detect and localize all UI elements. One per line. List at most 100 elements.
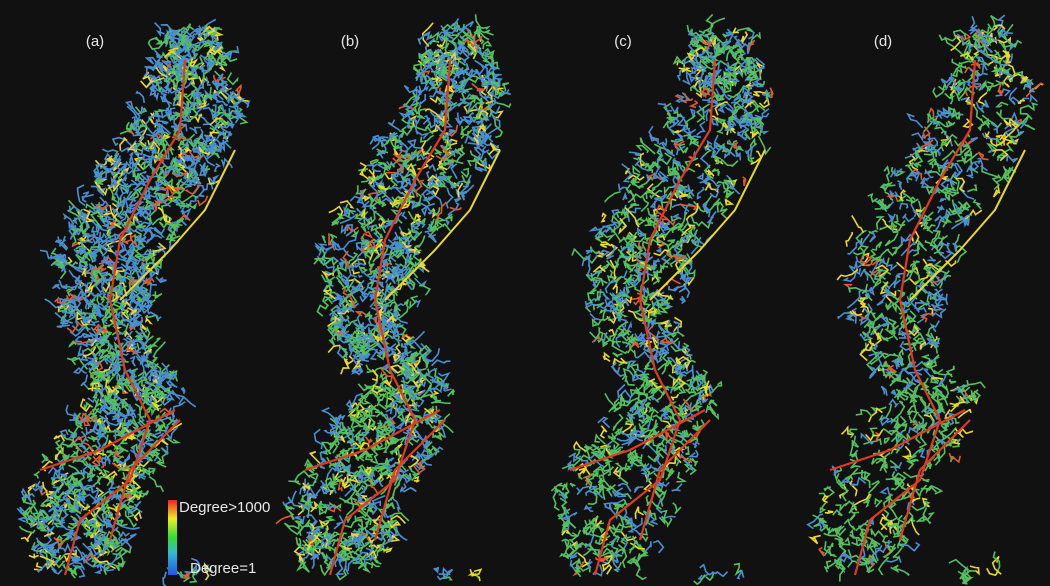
road [378,217,386,230]
road [109,263,123,275]
road [378,401,393,410]
road [383,171,394,180]
road [359,411,368,428]
road [649,237,663,246]
road [940,139,949,146]
road [149,140,161,154]
road [821,495,829,504]
road [618,217,628,235]
road [920,312,933,323]
road [177,67,186,80]
road [150,186,160,196]
road [955,244,968,263]
road [677,355,691,370]
road [905,161,919,168]
road [40,498,49,508]
road [603,300,614,310]
road [417,93,427,107]
road [910,371,923,385]
road [135,90,146,103]
road [425,126,434,135]
road [128,307,146,322]
road [652,539,665,554]
road [320,407,342,426]
road [31,537,41,551]
road [431,77,441,82]
road [838,552,852,561]
road [132,446,144,463]
road [664,428,672,440]
road [697,393,705,406]
road [918,448,926,459]
road [433,50,440,58]
road [346,496,355,516]
road [432,383,446,392]
road [612,357,629,365]
road [561,538,570,555]
road [149,148,158,157]
road [66,479,83,495]
road [384,221,394,229]
road [153,78,163,93]
road [383,160,395,171]
main-road [593,59,717,576]
road [99,326,108,335]
road [78,483,96,491]
road [456,112,464,127]
road [336,414,346,422]
road [406,387,414,400]
road [155,118,163,132]
road [77,345,84,357]
road [998,27,1013,39]
road [155,120,169,125]
road [328,233,338,245]
road [190,557,202,576]
road [437,372,451,386]
road [995,109,1009,120]
road [490,79,500,89]
road [163,386,171,393]
road [635,216,647,226]
road [140,77,165,89]
road [712,197,722,213]
road [744,42,751,54]
road [981,165,1002,179]
road [488,91,499,100]
road [471,126,481,142]
road [114,381,129,390]
road [747,154,755,165]
road [142,351,150,363]
road [104,419,121,430]
road [414,384,432,401]
road [710,380,723,394]
road [364,310,373,321]
road [615,211,630,219]
road [690,28,705,44]
road [407,465,416,474]
road [888,499,899,523]
road [617,327,630,337]
road [584,300,605,310]
road [611,487,624,497]
road [74,277,83,285]
road [658,407,669,417]
road [602,563,613,575]
road [152,242,167,256]
road [87,231,102,244]
road [656,295,673,309]
road [135,294,144,303]
road [986,142,998,157]
road [889,167,903,178]
road [892,214,906,227]
road [603,499,624,507]
road [141,337,161,350]
road [60,542,72,554]
road [673,140,685,150]
road [439,63,455,78]
road [565,508,570,520]
road [412,63,422,75]
road [417,157,433,170]
road [884,360,897,372]
road [344,481,357,497]
